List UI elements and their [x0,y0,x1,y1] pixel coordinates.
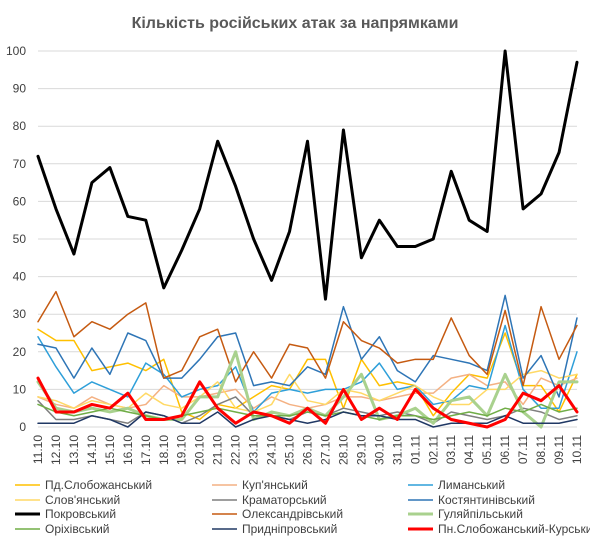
y-tick-label: 10 [13,382,27,396]
x-tick-label: 03.11 [444,435,458,464]
x-tick-label: 27.10 [318,435,332,465]
legend-label: Пн.Слобожанський-Курський [438,522,590,536]
x-tick-label: 11.10 [31,435,45,464]
series-line-12 [36,376,579,429]
legend-label: Покровський [45,507,116,521]
x-tick-label: 07.11 [516,435,530,464]
x-tick-label: 26.10 [301,435,315,465]
y-tick-label: 70 [13,157,27,171]
x-tick-label: 04.11 [462,435,476,464]
legend-label: Придніпровський [242,522,337,536]
x-tick-label: 30.10 [372,435,386,465]
x-tick-label: 13.10 [67,435,81,465]
legend-label: Слов'янський [45,493,120,507]
y-tick-label: 0 [19,420,26,434]
legend-label: Куп'янський [242,478,308,492]
x-tick-label: 23.10 [247,435,261,465]
series-line-1 [37,328,578,421]
x-tick-label: 18.10 [157,435,171,465]
x-tick-label: 08.11 [534,435,548,464]
x-tick-label: 16.10 [121,435,135,465]
x-tick-label: 29.10 [354,435,368,465]
x-tick-label: 20.10 [193,435,207,465]
series-line-8 [37,290,578,387]
y-tick-label: 60 [13,194,27,208]
x-tick-label: 06.11 [498,435,512,464]
x-tick-label: 28.10 [336,435,350,465]
legend-label: Краматорський [242,493,327,507]
legend-label: Лиманський [438,478,505,492]
x-tick-label: 12.10 [49,435,63,465]
x-tick-label: 14.10 [85,435,99,465]
y-tick-label: 90 [13,82,27,96]
y-tick-label: 100 [6,44,26,58]
legend-label: Оріхівський [45,522,110,536]
x-tick-label: 15.10 [103,435,117,465]
x-tick-label: 02.11 [426,435,440,464]
y-tick-label: 40 [13,270,27,284]
y-tick-label: 30 [13,307,27,321]
series-line-10 [37,403,578,421]
series-line-11 [37,411,578,428]
x-tick-label: 25.10 [283,435,297,465]
x-tick-label: 17.10 [139,435,153,465]
x-axis: 11.10 12.10 13.10 14.10 15.10 16.10 17.10 18.10… [31,435,584,465]
x-tick-label: 22.10 [229,435,243,465]
y-tick-label: 50 [13,232,27,246]
chart-title: Кількість російських атак за напрямками [132,15,459,32]
x-tick-label: 24.10 [265,435,279,465]
x-tick-label: 01.11 [408,435,422,464]
series-line-7 [36,49,579,301]
legend: Пд.Слобожанський Куп'янський Лиманський Сло… [15,478,590,536]
x-tick-label: 19.10 [175,435,189,465]
x-tick-label: 09.11 [552,435,566,464]
y-tick-label: 80 [13,119,27,133]
x-tick-label: 21.10 [211,435,225,465]
y-axis: 0 10 20 30 40 50 60 70 80 90 100 [6,44,26,434]
series-line-6 [37,294,578,398]
legend-label: Пд.Слобожанський [45,478,152,492]
x-tick-label: 31.10 [390,435,404,465]
legend-label: Костянтинівський [438,493,535,507]
y-tick-label: 20 [13,345,27,359]
x-tick-label: 05.11 [480,435,494,464]
legend-label: Гуляйпільський [438,507,523,521]
legend-label: Олександрівський [242,507,343,521]
gridlines [38,50,577,428]
series-lines [36,49,579,429]
x-tick-label: 10.11 [570,435,584,464]
